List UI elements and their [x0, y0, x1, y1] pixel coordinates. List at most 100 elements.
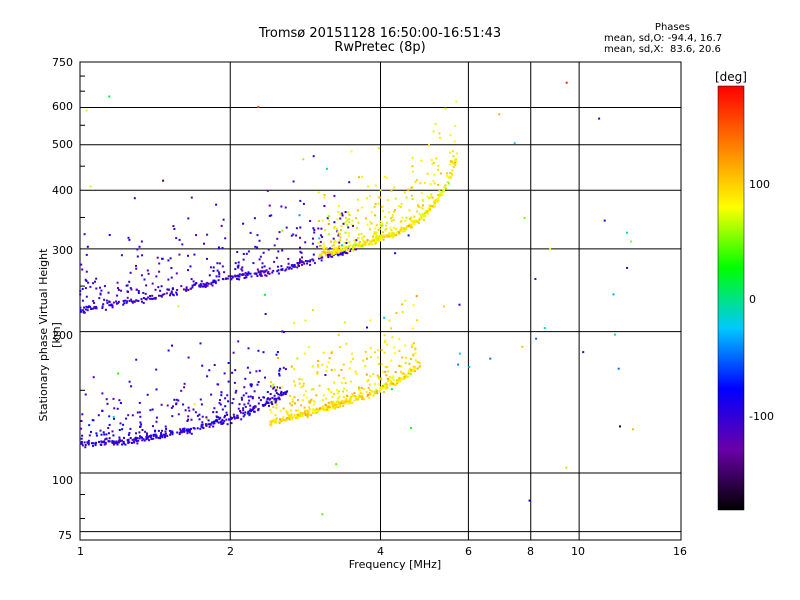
data-point	[357, 237, 360, 240]
data-point	[290, 417, 293, 420]
data-point	[245, 276, 248, 279]
data-point	[418, 361, 421, 364]
data-point	[178, 433, 181, 436]
data-point	[443, 186, 446, 189]
data-point	[348, 181, 351, 184]
data-point	[100, 443, 103, 446]
data-point	[331, 250, 334, 253]
data-point	[104, 438, 107, 441]
data-point	[253, 410, 255, 413]
data-point	[331, 255, 334, 258]
data-point	[363, 235, 366, 238]
data-point	[213, 420, 215, 423]
data-point	[366, 380, 369, 383]
data-point	[347, 249, 350, 252]
data-point	[437, 196, 440, 198]
data-point	[395, 228, 397, 231]
data-point	[384, 366, 387, 369]
data-point	[300, 386, 303, 389]
data-point	[233, 381, 236, 384]
data-point	[121, 443, 123, 446]
data-point	[131, 441, 133, 444]
data-point	[189, 265, 192, 268]
data-point	[424, 212, 427, 215]
data-point	[332, 248, 335, 250]
data-point	[394, 209, 396, 212]
data-point	[152, 425, 154, 428]
data-point	[237, 340, 240, 343]
data-point	[290, 365, 293, 368]
data-point	[375, 388, 378, 391]
data-point	[358, 386, 361, 389]
data-point	[105, 299, 108, 302]
data-point	[265, 274, 268, 277]
data-point	[207, 282, 210, 285]
data-point	[218, 262, 221, 265]
data-point	[233, 417, 236, 420]
data-point	[380, 378, 383, 381]
data-point	[282, 393, 285, 396]
data-point	[139, 421, 142, 424]
data-point	[398, 350, 401, 352]
data-point	[398, 231, 400, 234]
data-point	[379, 388, 382, 391]
data-point	[273, 398, 276, 401]
data-point	[279, 386, 282, 389]
data-point	[175, 291, 178, 294]
data-point	[303, 406, 306, 409]
data-point	[348, 402, 351, 405]
data-point	[379, 189, 382, 192]
data-point	[275, 389, 278, 392]
data-point	[87, 441, 90, 444]
data-point	[325, 404, 328, 407]
data-point	[354, 248, 357, 251]
data-point	[454, 125, 457, 128]
data-point	[149, 295, 151, 297]
data-point	[295, 234, 298, 237]
data-point	[383, 175, 386, 178]
data-point	[168, 288, 170, 291]
data-point	[369, 228, 371, 231]
data-point	[87, 281, 90, 284]
data-point	[247, 402, 250, 405]
data-point	[240, 396, 243, 399]
data-point	[126, 296, 129, 299]
data-point	[347, 402, 350, 405]
data-point	[626, 266, 629, 269]
data-point	[176, 431, 179, 434]
data-point	[241, 269, 244, 272]
data-point	[79, 442, 82, 445]
data-point	[366, 239, 369, 242]
data-point	[242, 258, 245, 261]
data-point	[408, 362, 411, 365]
data-point	[155, 416, 158, 419]
data-point	[249, 409, 252, 412]
data-point	[198, 413, 201, 416]
data-point	[168, 429, 171, 432]
data-point	[272, 406, 275, 409]
data-point	[289, 402, 291, 405]
data-point	[115, 441, 118, 444]
data-point	[379, 239, 382, 242]
data-point	[452, 162, 455, 165]
data-point	[405, 216, 408, 219]
data-point	[141, 300, 143, 303]
data-point	[140, 298, 143, 301]
data-point	[322, 251, 325, 254]
data-point	[162, 433, 165, 436]
data-point	[253, 390, 256, 393]
data-point	[384, 339, 387, 342]
data-point	[106, 302, 109, 305]
data-point	[237, 275, 240, 278]
data-point	[444, 184, 447, 187]
data-point	[243, 386, 246, 389]
data-point	[333, 402, 336, 405]
data-point	[262, 251, 265, 254]
data-point	[81, 434, 84, 437]
data-point	[247, 410, 250, 413]
data-point	[258, 273, 261, 276]
data-point	[355, 398, 357, 401]
data-point	[226, 413, 229, 416]
data-point	[350, 150, 353, 153]
data-point	[435, 157, 438, 160]
